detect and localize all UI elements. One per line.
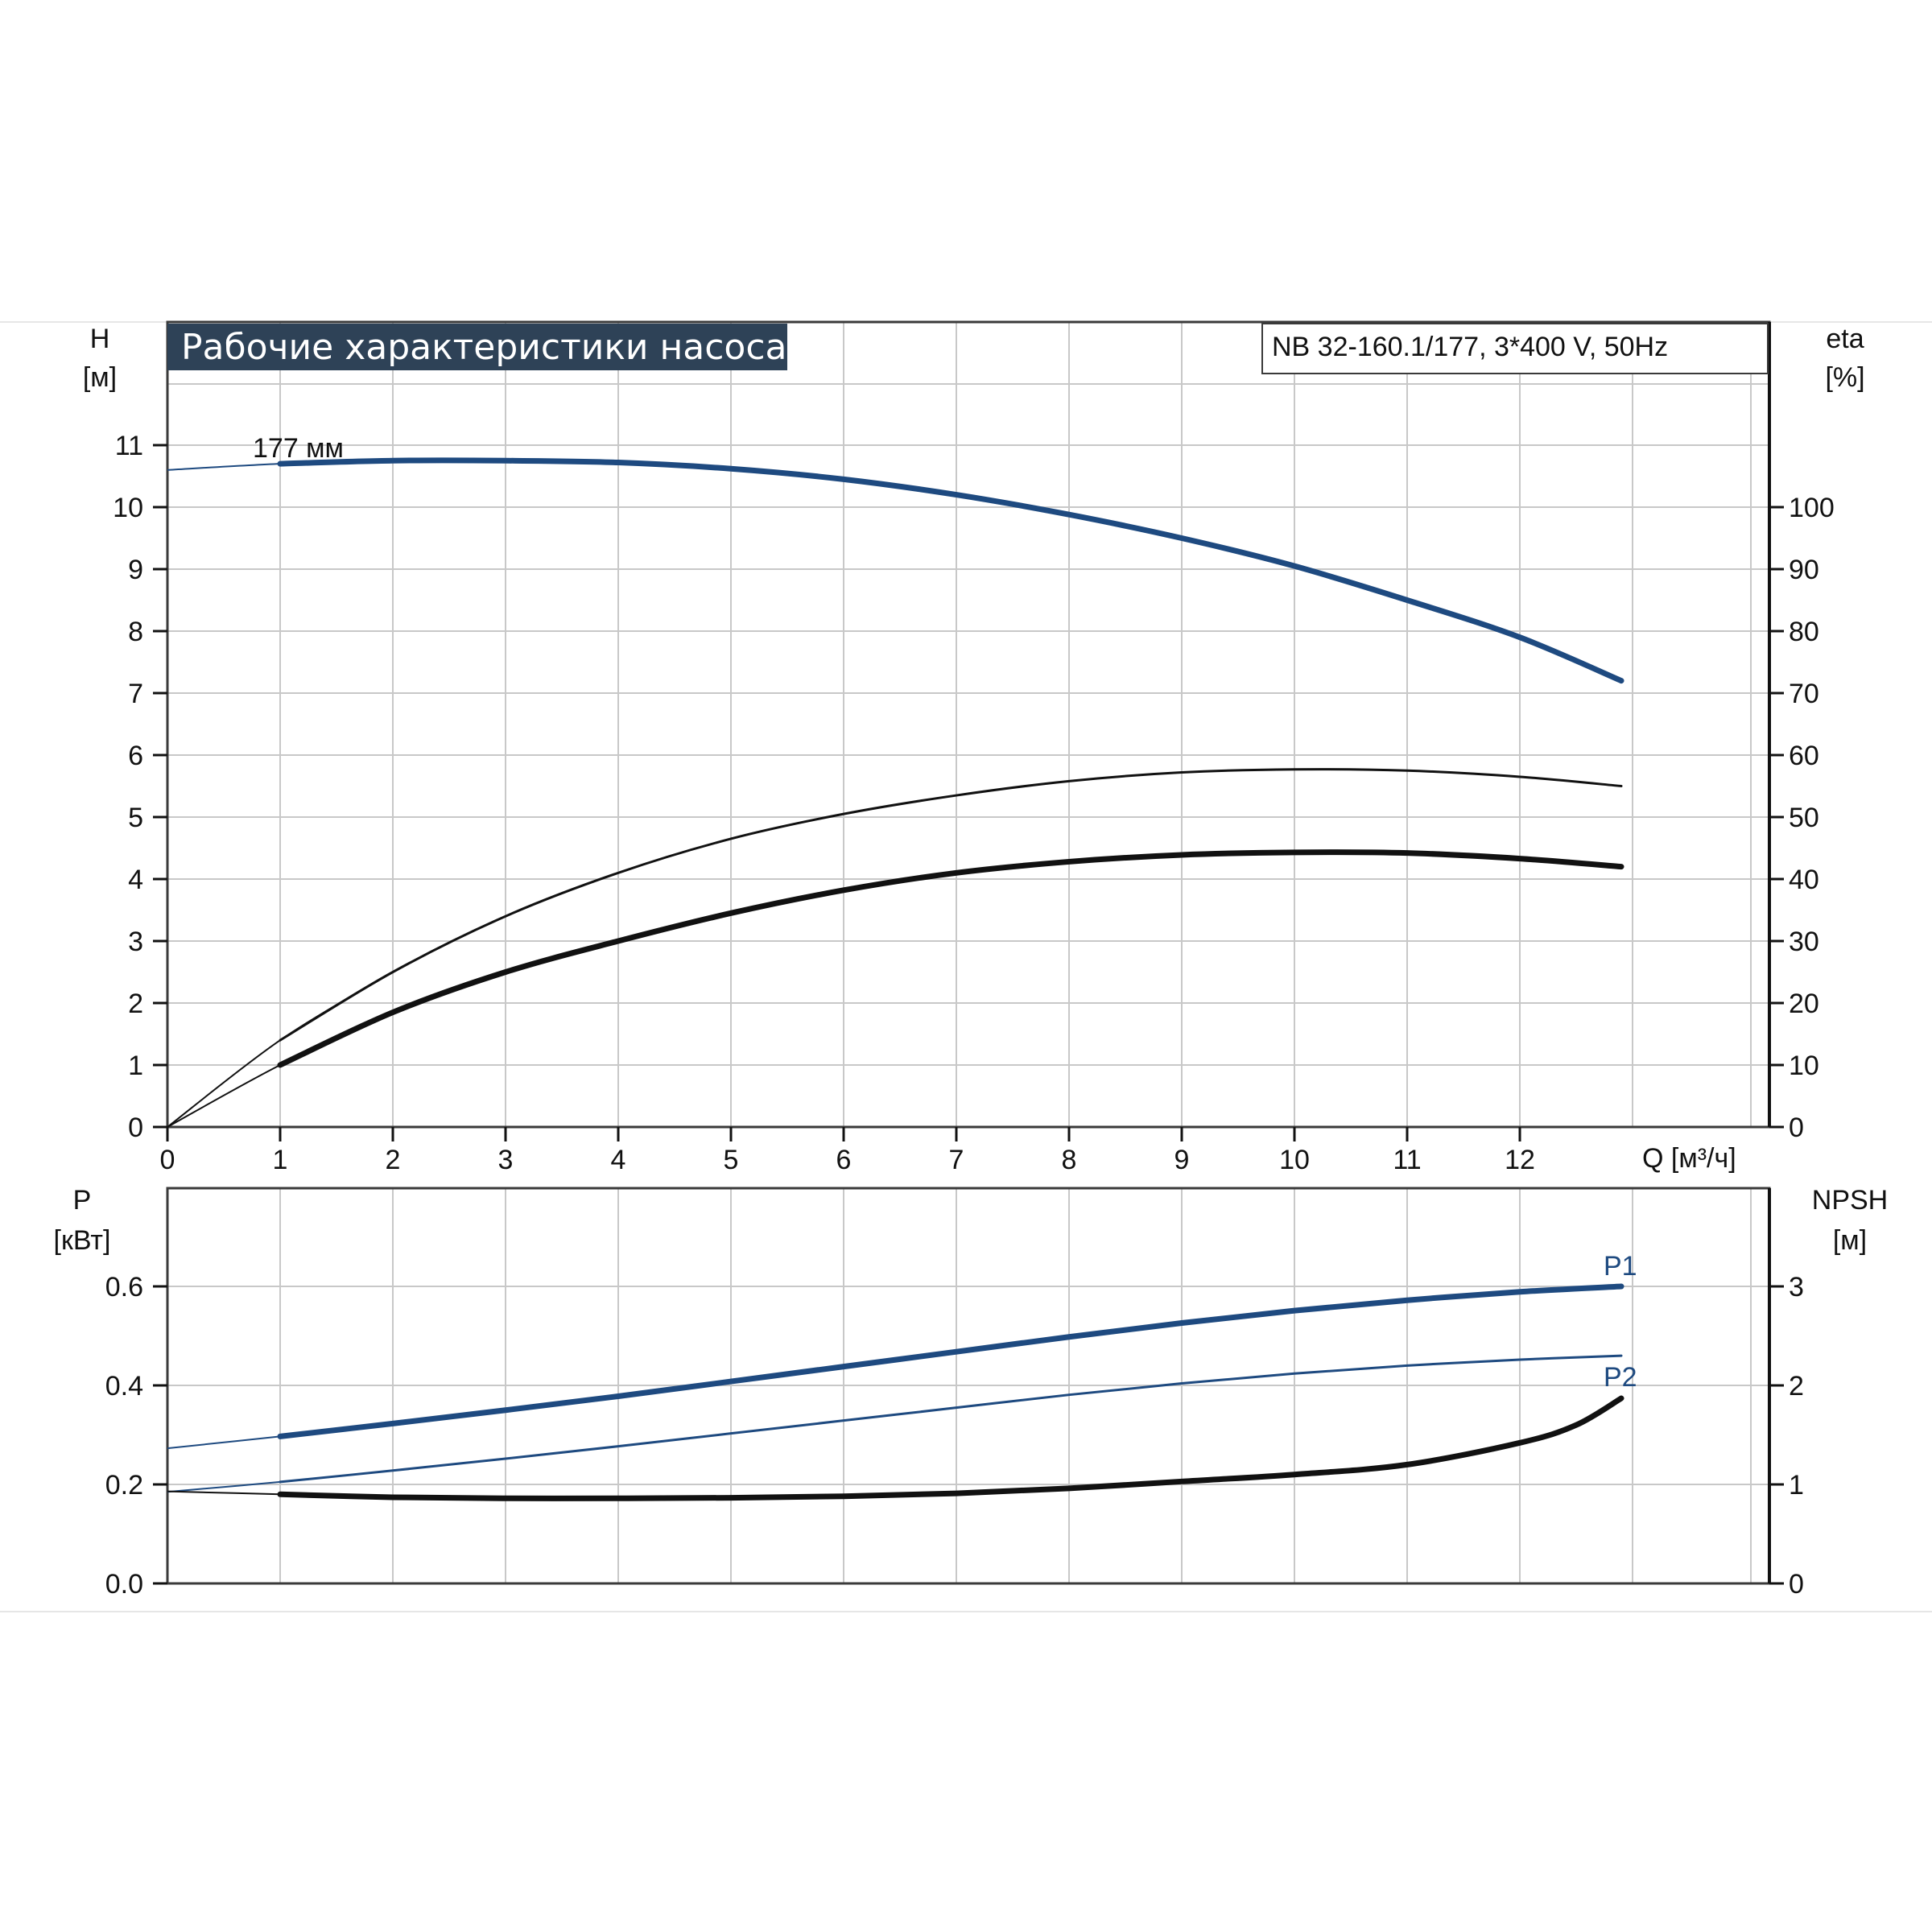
x-tick-label: 3 bbox=[498, 1145, 514, 1175]
right-tick-label: 30 bbox=[1789, 927, 1819, 957]
left-tick-label: 6 bbox=[128, 741, 143, 771]
left-tick-label: 2 bbox=[128, 989, 143, 1019]
right-tick-label: 70 bbox=[1789, 679, 1819, 709]
p1-curve bbox=[277, 1283, 1624, 1439]
x-tick-label: 9 bbox=[1174, 1145, 1190, 1175]
left-tick-label: 5 bbox=[128, 803, 143, 833]
x-tick-label: 2 bbox=[386, 1145, 401, 1175]
p2-curve bbox=[279, 1354, 1623, 1484]
chart-title-box bbox=[167, 324, 787, 370]
right-tick-label: 60 bbox=[1789, 741, 1819, 771]
x-tick-label: 0 bbox=[160, 1145, 175, 1175]
right-tick-label: 20 bbox=[1789, 989, 1819, 1019]
right-tick-label: 10 bbox=[1789, 1051, 1819, 1081]
npsh-tick-label: 2 bbox=[1789, 1371, 1804, 1402]
left-tick-label: 11 bbox=[115, 431, 143, 461]
npsh-tick-label: 1 bbox=[1789, 1470, 1804, 1501]
right-tick-label: 100 bbox=[1789, 493, 1835, 523]
right-tick-label: 0 bbox=[1789, 1113, 1804, 1143]
x-tick-label: 8 bbox=[1062, 1145, 1077, 1175]
p-tick-label: 0.0 bbox=[105, 1569, 143, 1600]
y-left-title-symbol: H bbox=[90, 324, 110, 354]
left-tick-label: 1 bbox=[128, 1051, 143, 1081]
p-tick-label: 0.6 bbox=[105, 1272, 143, 1302]
x-tick-label: 11 bbox=[1393, 1145, 1421, 1175]
top-panel-series bbox=[167, 457, 1624, 1128]
head-curve bbox=[277, 457, 1624, 684]
npsh-axis-title-unit: [м] bbox=[1833, 1225, 1867, 1256]
x-axis-title: Q [м³/ч] bbox=[1642, 1143, 1736, 1174]
curve-label-177: 177 мм bbox=[253, 433, 344, 464]
left-tick-label: 3 bbox=[128, 927, 143, 957]
x-tick-label: 5 bbox=[724, 1145, 739, 1175]
model-box bbox=[1261, 323, 1769, 374]
eta-curve-lower bbox=[277, 849, 1624, 1068]
x-tick-label: 7 bbox=[949, 1145, 964, 1175]
chart-subtitle: NB 32-160.1/177, 3*400 V, 50Hz bbox=[1272, 332, 1668, 362]
left-tick-label: 0 bbox=[128, 1113, 143, 1143]
left-tick-label: 8 bbox=[128, 617, 143, 647]
p-axis-title-symbol: P bbox=[73, 1185, 92, 1216]
eta-curve-upper bbox=[279, 768, 1623, 1042]
top-panel-grid bbox=[167, 322, 1769, 1127]
x-tick-label: 12 bbox=[1505, 1145, 1535, 1175]
series-label-p1: P1 bbox=[1604, 1251, 1637, 1282]
right-tick-label: 40 bbox=[1789, 865, 1819, 895]
series-label-p2: P2 bbox=[1604, 1362, 1637, 1393]
p-tick-label: 0.4 bbox=[105, 1371, 143, 1402]
npsh-axis-title-symbol: NPSH bbox=[1812, 1185, 1888, 1216]
p-tick-label: 0.2 bbox=[105, 1470, 143, 1501]
right-tick-label: 50 bbox=[1789, 803, 1819, 833]
x-tick-label: 1 bbox=[273, 1145, 288, 1175]
chart-title: Рабочие характеристики насоса bbox=[181, 327, 786, 368]
npsh-tick-label: 3 bbox=[1789, 1272, 1804, 1302]
left-tick-label: 4 bbox=[128, 865, 143, 895]
right-tick-label: 90 bbox=[1789, 555, 1819, 585]
npsh-curve bbox=[277, 1395, 1624, 1501]
y-left-title-unit: [м] bbox=[83, 362, 117, 393]
npsh-tick-label: 0 bbox=[1789, 1569, 1804, 1600]
y-right-title-symbol: eta bbox=[1826, 324, 1864, 354]
y-right-title-unit: [%] bbox=[1825, 362, 1864, 393]
left-tick-label: 9 bbox=[128, 555, 143, 585]
x-tick-label: 6 bbox=[836, 1145, 852, 1175]
bottom-panel-ticks: 0.0 0.2 0.4 0.6 0 1 2 3 bbox=[105, 1272, 1804, 1600]
left-tick-label: 7 bbox=[128, 679, 143, 709]
x-tick-label: 4 bbox=[611, 1145, 626, 1175]
bottom-panel-series bbox=[167, 1283, 1624, 1501]
left-tick-label: 10 bbox=[113, 493, 143, 523]
x-tick-label: 10 bbox=[1279, 1145, 1310, 1175]
bottom-panel-grid bbox=[167, 1188, 1769, 1583]
p-axis-title-unit: [кВт] bbox=[54, 1225, 111, 1256]
right-tick-label: 80 bbox=[1789, 617, 1819, 647]
